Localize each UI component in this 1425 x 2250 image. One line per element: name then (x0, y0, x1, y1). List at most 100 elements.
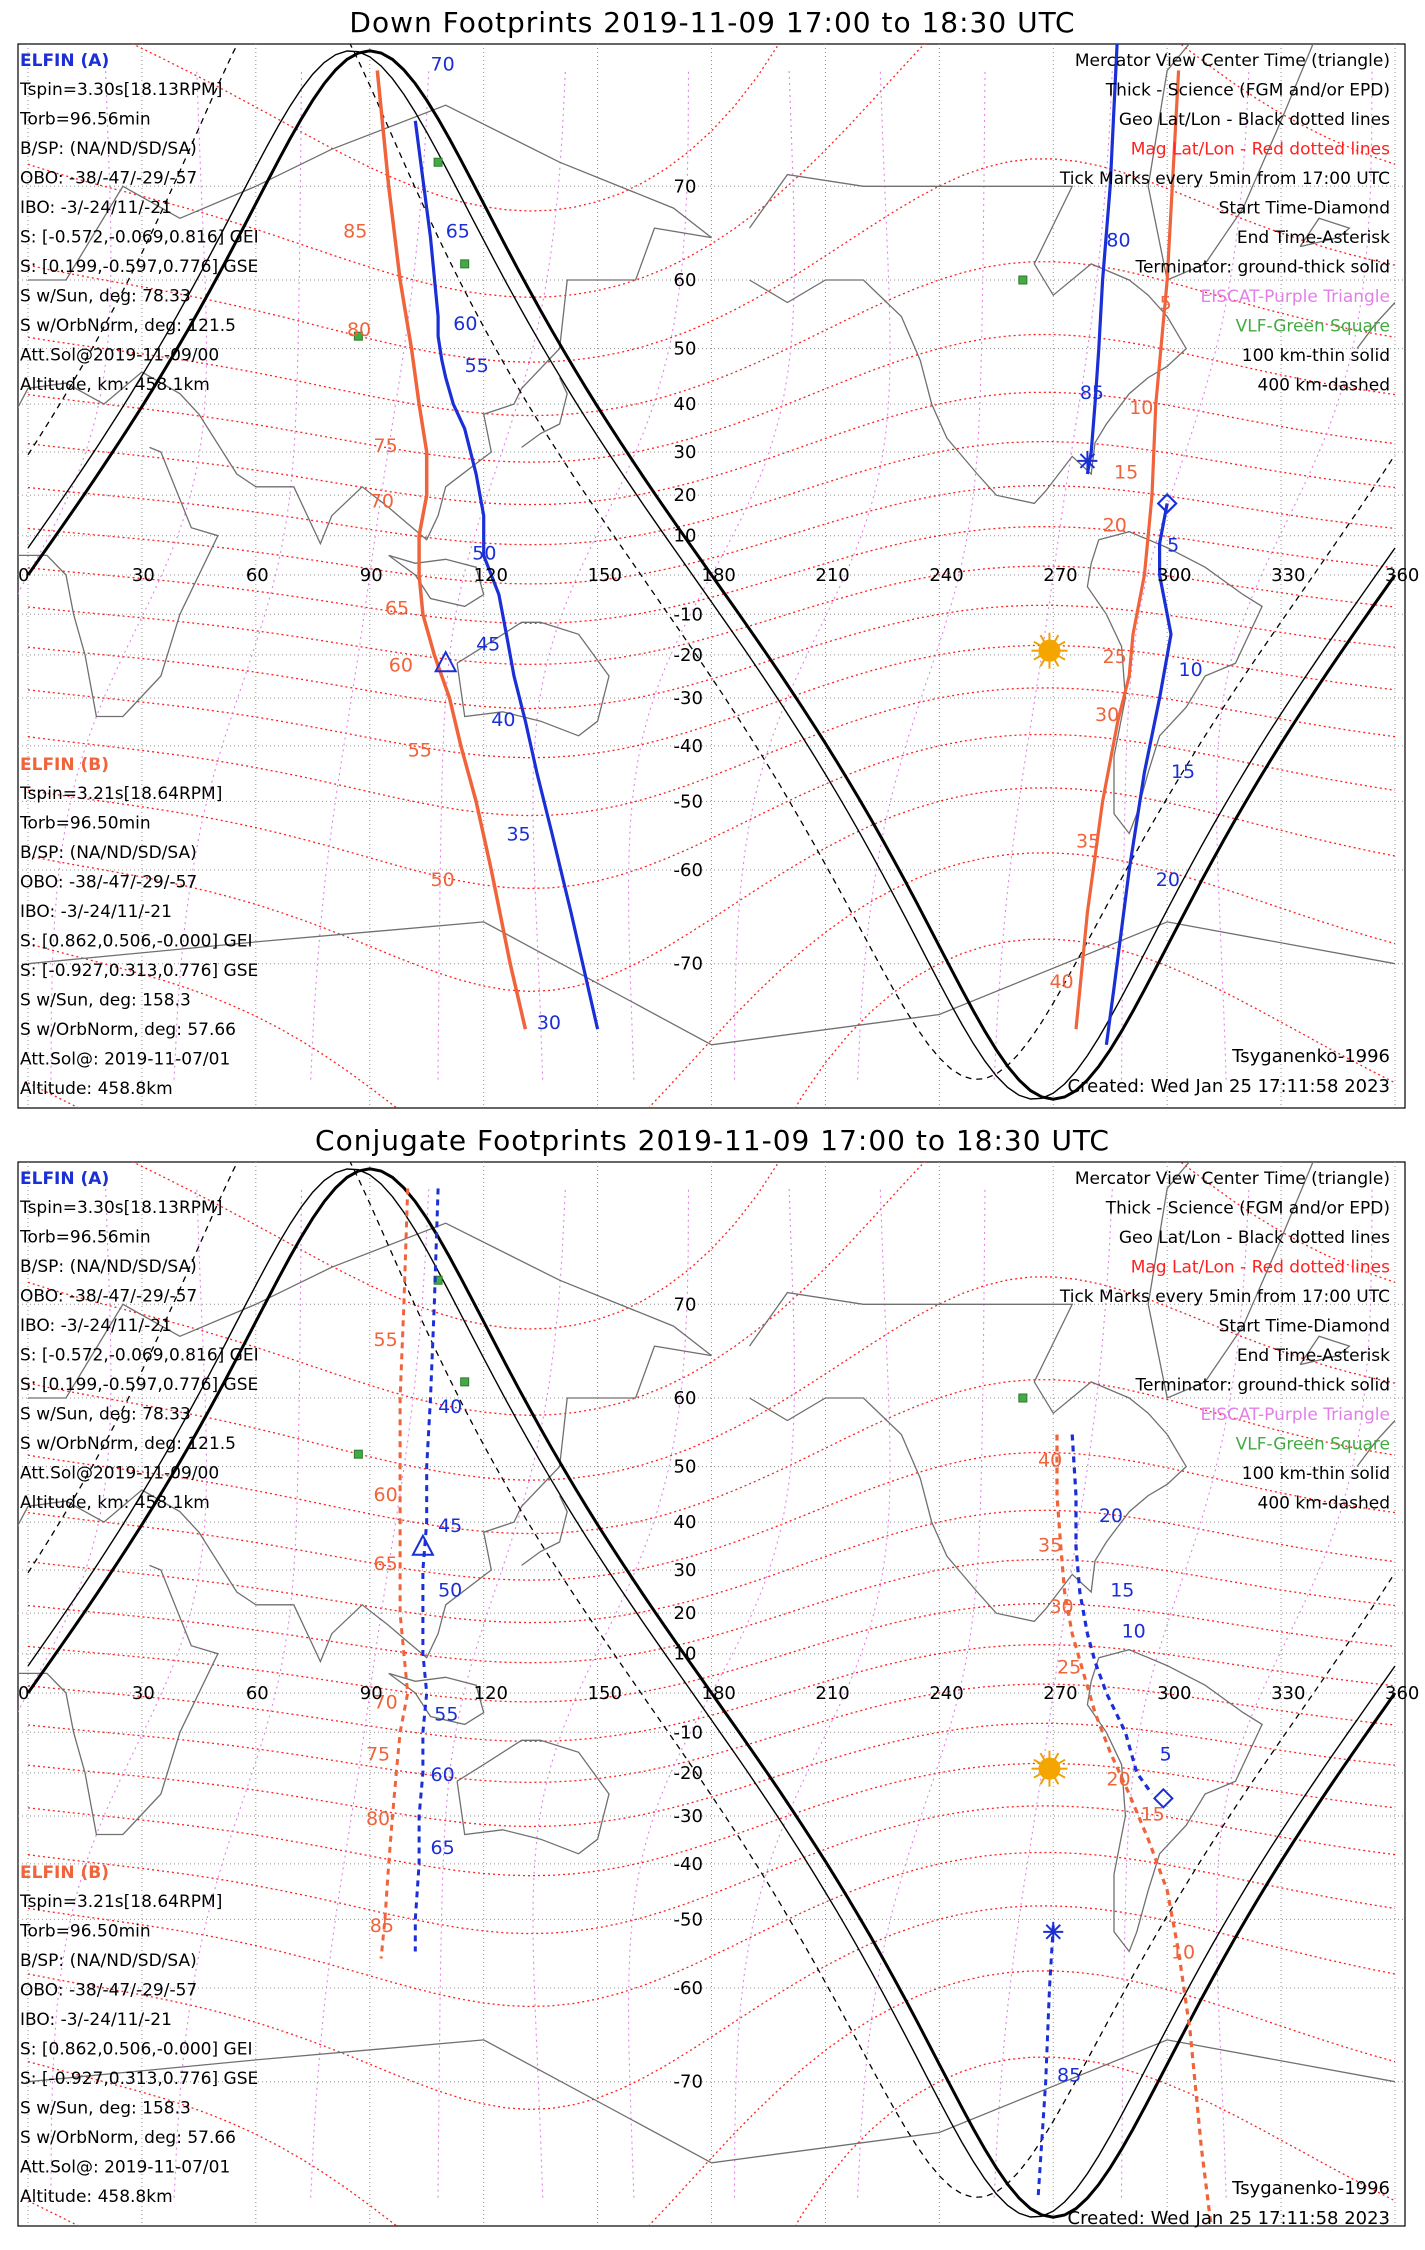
elfin-a-tick-label: 5 (1167, 534, 1179, 556)
elfin-a-tick-label: 5 (1160, 1743, 1172, 1765)
legend-line: Mag Lat/Lon - Red dotted lines (1131, 1258, 1390, 1278)
vlf-site-marker (353, 1449, 363, 1459)
legend-line: Start Time-Diamond (1219, 199, 1390, 219)
latitude-tick-label: -60 (674, 860, 703, 881)
legend-line: Mercator View Center Time (triangle) (1075, 1169, 1390, 1189)
mag-meridian-line (532, 1188, 690, 2198)
elfin-b-info-line: S: [0.862,0.506,-0.000] GEI (20, 2040, 252, 2060)
mag-latitude-line (27, 1558, 1396, 1664)
sun-ray (1033, 1758, 1042, 1765)
terminator-400km (27, 44, 1396, 1081)
mag-latitude-line (27, 787, 1396, 993)
legend-line: 400 km-dashed (1258, 376, 1390, 396)
legend-line: Terminator: ground-thick solid (1134, 258, 1390, 278)
mag-latitude-line (27, 687, 1396, 817)
terminator-ground (26, 49, 1397, 1101)
elfin-b-info-line: OBO: -38/-47/-29/-57 (20, 873, 197, 893)
elfin-b-tick-label: 25 (1057, 1656, 1081, 1678)
elfin-a-tick-label: 85 (1080, 382, 1104, 404)
latitude-tick-label: 20 (674, 485, 697, 506)
legend-line: Terminator: ground-thick solid (1134, 1376, 1390, 1396)
elfin-a-info-line: B/SP: (NA/ND/SD/SA) (20, 1257, 197, 1277)
elfin-a-tick-label: 40 (491, 709, 515, 731)
elfin-a-info-line: S w/Sun, deg: 78.33 (20, 1405, 191, 1425)
sun-icon (1038, 1757, 1061, 1780)
latitude-tick-label: -50 (674, 1909, 703, 1930)
latitude-tick-label: 10 (674, 1644, 697, 1665)
latitude-tick-label: 70 (674, 176, 697, 197)
elfin-a-track (413, 120, 600, 1030)
elfin-b-info-line: Tspin=3.21s[18.64RPM] (19, 784, 222, 804)
elfin-b-tick-label: 60 (389, 655, 413, 677)
latitude-tick-label: -40 (674, 1854, 703, 1875)
sun-icon (1038, 639, 1061, 662)
mag-meridian-line (1215, 1188, 1373, 2198)
latitude-tick-label: -40 (674, 736, 703, 757)
coastline (388, 1672, 485, 1726)
elfin-b-info-line: S: [0.862,0.506,-0.000] GEI (20, 932, 252, 952)
elfin-a-tick-label: 20 (1156, 869, 1180, 891)
elfin-a-info-line: S: [0.199,-0.597,0.776] GSE (20, 1375, 258, 1395)
longitude-tick-label: 360 (1385, 1683, 1419, 1704)
elfin-b-tick-label: 20 (1106, 1768, 1130, 1790)
elfin-a-tick-label: 60 (431, 1764, 455, 1786)
elfin-a-info-line: Tspin=3.30s[18.13RPM] (19, 80, 222, 100)
elfin-b-info-line: Att.Sol@: 2019-11-07/01 (20, 1050, 230, 1070)
elfin-b-tick-label: 15 (1141, 1804, 1165, 1826)
elfin-b-info-line: Torb=96.50min (19, 814, 151, 834)
latitude-tick-label: 50 (674, 1457, 697, 1478)
longitude-tick-label: 30 (132, 1683, 155, 1704)
legend-line: Thick - Science (FGM and/or EPD) (1105, 81, 1390, 101)
elfin-a-tick-label: 35 (506, 823, 530, 845)
latitude-tick-label: 40 (674, 394, 697, 415)
longitude-tick-label: 180 (702, 1683, 736, 1704)
mag-meridian-line (993, 70, 1113, 1080)
sun-ray (1057, 640, 1066, 647)
sun-ray (1039, 658, 1046, 667)
sun-ray (1033, 654, 1042, 661)
elfin-a-track (1036, 1925, 1055, 2198)
elfin-b-tick-label: 65 (374, 1553, 398, 1575)
elfin-b-info-line: S w/Sun, deg: 158.3 (20, 2099, 191, 2119)
latitude-tick-label: 70 (674, 1294, 697, 1315)
legend-line: Tick Marks every 5min from 17:00 UTC (1059, 1287, 1390, 1307)
latitude-tick-label: -60 (674, 1978, 703, 1999)
model-label: Tsyganenko-1996 (1231, 2178, 1390, 2199)
panel-title: Conjugate Footprints 2019-11-09 17:00 to… (315, 1124, 1110, 1157)
model-label: Tsyganenko-1996 (1231, 1046, 1390, 1067)
terminator-100km (27, 50, 1396, 1100)
mag-meridian-line (532, 70, 690, 1080)
mag-meridian-line (733, 70, 891, 1080)
elfin-a-track (1085, 44, 1119, 475)
elfin-b-tick-label: 10 (1129, 397, 1153, 419)
start-time-diamond (1152, 1787, 1174, 1809)
elfin-a-info-line: Att.Sol@2019-11-09/00 (20, 346, 219, 366)
mag-meridian-line (627, 1188, 796, 2198)
elfin-b-tick-label: 65 (385, 597, 409, 619)
center-time-triangle (434, 650, 458, 673)
elfin-b-info-line: S: [-0.927,0.313,0.776] GSE (20, 961, 258, 981)
elfin-b-tick-label: 30 (1049, 1596, 1073, 1618)
elfin-a-info-line: S: [-0.572,-0.069,0.816] GEI (20, 1346, 259, 1366)
mag-meridian-line (310, 1188, 430, 2198)
elfin-a-tick-label: 50 (472, 542, 496, 564)
elfin-a-tick-label: 15 (1171, 761, 1195, 783)
latitude-tick-label: -70 (674, 2072, 703, 2093)
mag-meridian-line (18, 1188, 112, 1713)
legend-line: Geo Lat/Lon - Black dotted lines (1119, 1228, 1390, 1248)
elfin-a-tick-label: 85 (1057, 2065, 1081, 2087)
elfin-b-tick-label: 80 (347, 319, 371, 341)
elfin-b-info-line: S: [-0.927,0.313,0.776] GSE (20, 2069, 258, 2089)
vlf-site-marker (460, 259, 470, 269)
elfin-b-info-line: OBO: -38/-47/-29/-57 (20, 1981, 197, 2001)
coastline (1086, 1649, 1263, 1953)
longitude-tick-label: 150 (588, 565, 622, 586)
longitude-tick-label: 90 (360, 565, 383, 586)
elfin-a-info-line: Altitude, km: 458.1km (20, 375, 210, 395)
longitude-tick-label: 240 (929, 565, 963, 586)
elfin-a-title: ELFIN (A) (20, 1169, 109, 1189)
latitude-tick-label: 30 (674, 442, 697, 463)
sun-ray (1057, 654, 1066, 661)
elfin-b-tick-label: 55 (408, 739, 432, 761)
legend-line: Tick Marks every 5min from 17:00 UTC (1059, 169, 1390, 189)
